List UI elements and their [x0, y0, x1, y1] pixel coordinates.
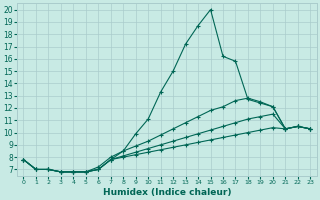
- X-axis label: Humidex (Indice chaleur): Humidex (Indice chaleur): [103, 188, 231, 197]
